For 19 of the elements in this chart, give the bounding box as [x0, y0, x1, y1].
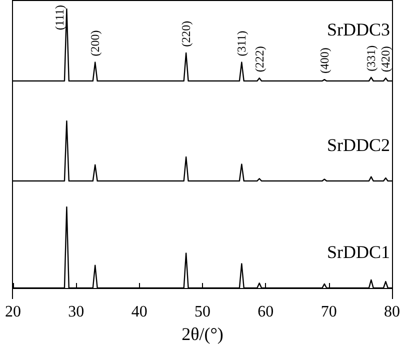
- x-tick-label: 80: [384, 304, 400, 320]
- annotation: (311): [234, 30, 249, 56]
- annotation: (200): [88, 30, 102, 56]
- x-tick-label: 70: [320, 304, 337, 320]
- x-tick-label: 20: [5, 304, 21, 320]
- x-axis-title: 2θ/(°): [182, 324, 224, 344]
- x-tick-label: 50: [194, 304, 210, 320]
- annotation: (222): [252, 46, 266, 72]
- x-tick-label: 30: [68, 304, 84, 320]
- series-label: SrDDC2: [326, 135, 390, 155]
- x-tick-label: 40: [131, 304, 148, 320]
- x-tick-label: 60: [258, 304, 274, 320]
- annotation: (220): [179, 20, 194, 47]
- annotation: (331): [364, 45, 378, 72]
- annotation: (111): [52, 5, 67, 30]
- text: SrDDC3: [326, 19, 390, 40]
- series-label: SrDDC1: [326, 242, 390, 262]
- annotation: (420): [378, 46, 393, 72]
- annotation: (400): [317, 48, 332, 74]
